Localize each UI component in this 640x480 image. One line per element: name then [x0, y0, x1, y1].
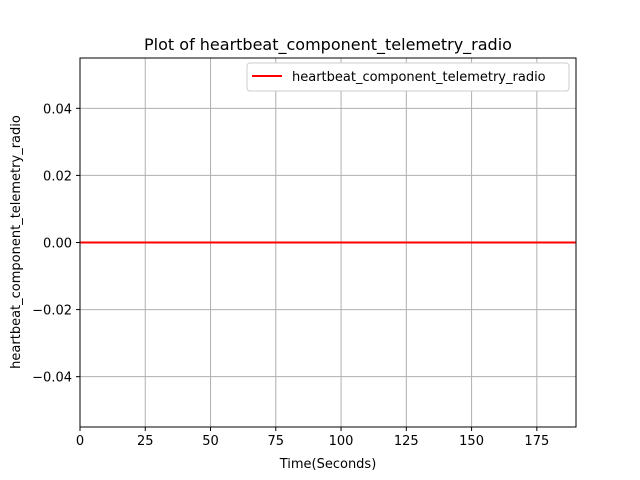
legend-entry-label: heartbeat_component_telemetry_radio — [292, 70, 546, 85]
x-tick-label: 25 — [137, 434, 154, 449]
axis-ticks: 0 25 50 75 100 125 150 175 −0.04 −0.02 0.00 0.02 0.0… — [32, 102, 549, 449]
x-tick-label: 50 — [202, 434, 219, 449]
legend-box — [246, 62, 570, 92]
y-axis-label: heartbeat_component_telemetry_radio — [9, 115, 24, 369]
x-tick-label: 175 — [524, 434, 549, 449]
chart-title: Plot of heartbeat_component_telemetry_ra… — [144, 35, 512, 55]
x-tick-label: 125 — [394, 434, 419, 449]
y-tick-label: −0.02 — [32, 304, 72, 319]
x-tick-label: 150 — [459, 434, 484, 449]
y-tick-label: 0.00 — [43, 237, 72, 252]
x-axis-label: Time(Seconds) — [279, 457, 377, 472]
y-tick-label: −0.04 — [32, 371, 72, 386]
x-tick-label: 100 — [329, 434, 354, 449]
x-tick-label: 0 — [76, 434, 84, 449]
y-tick-label: 0.02 — [43, 169, 72, 184]
legend: heartbeat_component_telemetry_radio — [246, 62, 570, 92]
x-tick-label: 75 — [268, 434, 285, 449]
y-tick-label: 0.04 — [43, 102, 72, 117]
